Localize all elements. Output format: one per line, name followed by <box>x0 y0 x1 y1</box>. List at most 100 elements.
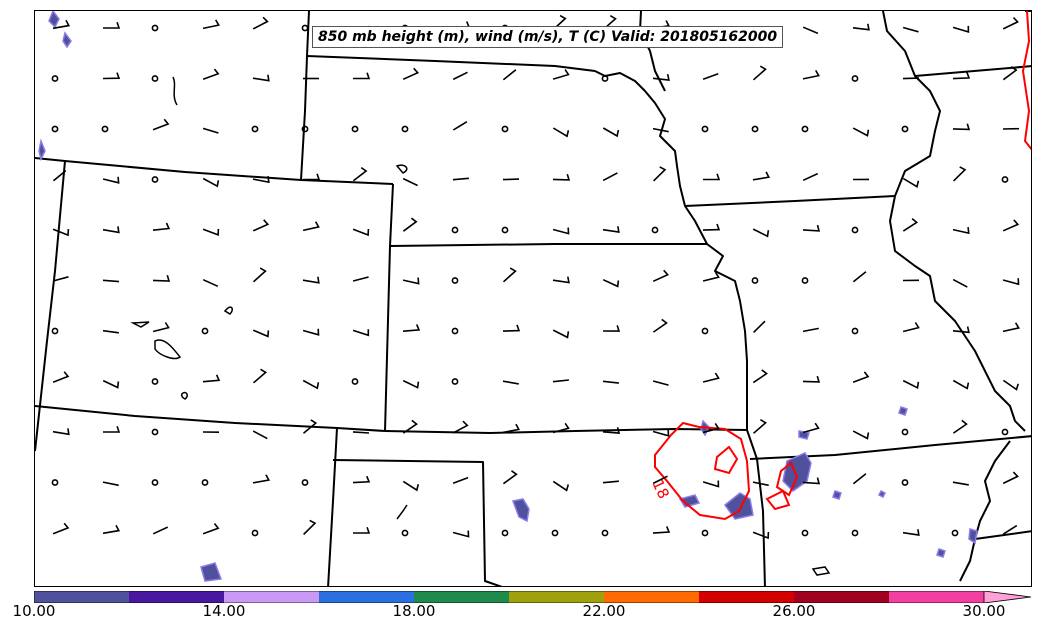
calm-wind-circle-icon <box>751 277 759 284</box>
wind-barb-icon <box>952 278 968 288</box>
wind-barb-icon <box>352 526 371 534</box>
wind-barb-icon <box>52 276 69 282</box>
colorbar-segment <box>604 591 699 603</box>
colorbar-segment <box>129 591 224 603</box>
calm-wind-circle-icon <box>651 226 659 234</box>
wind-barb-icon <box>852 23 870 31</box>
wind-barb-icon <box>752 228 770 238</box>
wind-barb-icon <box>902 177 920 188</box>
calm-wind-circle-icon <box>301 125 309 133</box>
wind-barb-icon <box>1002 219 1020 232</box>
wind-barb-icon <box>602 325 621 332</box>
colorbar-segment <box>889 591 984 603</box>
wind-barb-icon <box>452 420 469 434</box>
wind-barb-icon <box>402 480 420 492</box>
calm-wind-circle-icon <box>501 529 509 537</box>
wind-barb-icon <box>302 221 320 232</box>
wind-barb-icon <box>152 118 170 131</box>
wind-barb-icon <box>102 226 120 234</box>
wind-barb-icon <box>852 473 867 485</box>
wind-barb-icon <box>852 371 870 383</box>
wind-barb-icon <box>52 428 70 436</box>
calm-wind-circle-icon <box>101 125 109 133</box>
temperature-contours <box>654 11 1031 521</box>
calm-wind-circle-icon <box>301 24 309 32</box>
wind-barb-icon <box>302 328 320 336</box>
wind-barb-icon <box>202 228 220 237</box>
wind-barbs <box>51 14 1020 540</box>
wind-barb-icon <box>502 423 521 434</box>
wind-barb-icon <box>552 14 567 30</box>
colorbar-segment <box>794 591 889 603</box>
colorbar-segment <box>319 591 414 603</box>
wind-barb-icon <box>1002 278 1020 286</box>
calm-wind-circle-icon <box>801 277 809 284</box>
wind-barb-icon <box>902 529 920 537</box>
wind-barb-icon <box>352 166 368 182</box>
wind-barb-icon <box>1002 17 1019 30</box>
wind-barb-icon <box>452 121 468 131</box>
calm-wind-circle-icon <box>51 327 59 335</box>
wind-barb-icon <box>252 267 267 283</box>
wind-barb-icon <box>802 172 819 182</box>
wind-barb-icon <box>252 219 270 232</box>
wind-barb-icon <box>802 477 821 485</box>
calm-wind-circle-icon <box>151 176 159 183</box>
wind-barb-icon <box>952 326 970 334</box>
colorbar-tick-label: 22.00 <box>582 602 626 620</box>
wind-barb-icon <box>52 228 70 237</box>
wind-barb-icon <box>652 318 668 333</box>
wind-barb-icon <box>152 322 170 333</box>
wind-barb-icon <box>802 327 819 333</box>
wind-barb-icon <box>602 278 620 288</box>
wind-barb-icon <box>202 374 221 383</box>
wind-barb-icon <box>752 419 767 434</box>
wind-barb-icon <box>552 480 570 492</box>
wind-barb-icon <box>552 69 570 80</box>
wind-barb-icon <box>102 176 120 184</box>
wind-barb-icon <box>352 276 369 282</box>
colorbar-tick-label: 14.00 <box>202 602 246 620</box>
wind-barb-icon <box>152 222 171 231</box>
map-title: 850 mb height (m), wind (m/s), T (C) Val… <box>312 26 784 48</box>
wind-barb-icon <box>52 19 71 30</box>
wind-barb-icon <box>252 175 270 184</box>
calm-wind-circle-icon <box>251 125 259 133</box>
colorbar-segment <box>509 591 604 603</box>
wind-barb-icon <box>102 329 120 334</box>
wind-barb-icon <box>1002 524 1018 535</box>
wind-barb-icon <box>702 223 721 231</box>
wind-barb-icon <box>902 322 920 333</box>
wind-barb-icon <box>1002 322 1020 333</box>
wind-barb-icon <box>802 26 819 35</box>
calm-wind-circle-icon <box>451 226 459 234</box>
wind-barb-icon <box>1002 66 1018 81</box>
calm-wind-circle-icon <box>501 125 509 133</box>
wind-barb-icon <box>102 425 121 433</box>
wind-barb-icon <box>302 419 318 434</box>
wind-barb-icon <box>52 371 70 383</box>
wind-barb-icon <box>852 127 870 137</box>
wind-barb-icon <box>602 172 618 182</box>
wind-barb-icon <box>802 224 821 232</box>
wind-barb-icon <box>902 77 920 80</box>
wind-barb-icon <box>552 379 569 383</box>
wind-barb-icon <box>302 276 320 284</box>
wind-barb-icon <box>602 127 620 138</box>
wind-barb-icon <box>252 16 269 30</box>
wind-barb-icon <box>502 178 520 181</box>
colorbar-tick-label: 10.00 <box>12 602 56 620</box>
wind-barb-icon <box>552 127 570 138</box>
wind-barb-icon <box>952 72 971 80</box>
wind-barb-icon <box>552 173 571 181</box>
wind-barb-icon <box>402 419 418 434</box>
calm-wind-circle-icon <box>151 378 159 385</box>
calm-wind-circle-icon <box>751 125 759 133</box>
wind-barb-icon <box>952 419 968 434</box>
wind-barb-icon <box>52 522 70 535</box>
colorbar-segment <box>414 591 509 603</box>
wind-barb-icon <box>303 173 321 181</box>
wind-barb-icon <box>952 379 970 390</box>
calm-wind-circle-icon <box>1001 176 1009 183</box>
wind-barb-icon <box>452 177 469 181</box>
